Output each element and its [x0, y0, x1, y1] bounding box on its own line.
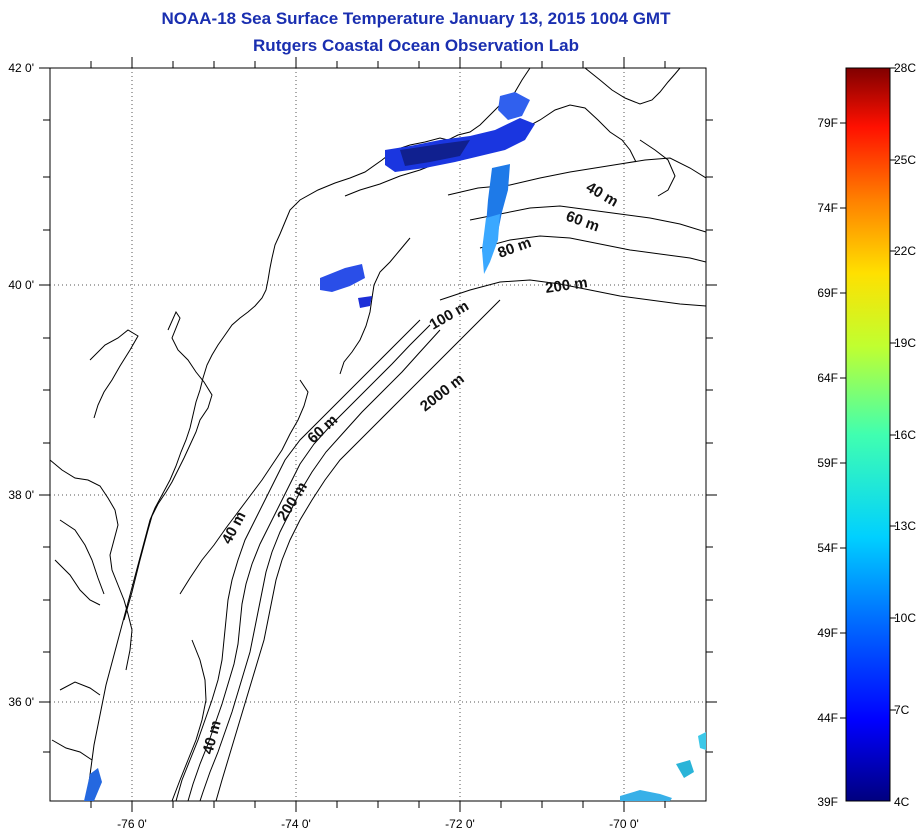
bathymetry-contours: [175, 157, 706, 801]
colorbar-f-label: 79F: [817, 116, 838, 130]
colorbar-f-label: 54F: [817, 541, 838, 555]
colorbar-f-label: 59F: [817, 456, 838, 470]
colorbar-f-label: 69F: [817, 286, 838, 300]
coastline-capecod: [584, 68, 681, 197]
lat-tick-label: 38 0': [8, 488, 34, 502]
coastline-bay-west: [50, 459, 133, 671]
lat-tick-label: 42 0': [8, 61, 34, 75]
lon-tick-label: -72 0': [445, 817, 475, 831]
colorbar-c-label: 7C: [894, 703, 910, 717]
colorbar-c-labels: 28C 25C 22C 19C 16C 13C 10C 7C 4C: [894, 61, 916, 809]
map-subtitle: Rutgers Coastal Ocean Observation Lab: [253, 36, 579, 55]
colorbar-c-label: 4C: [894, 795, 910, 809]
coastline-nj: [339, 237, 411, 375]
colorbar-f-label: 39F: [817, 795, 838, 809]
coastline-outerbanks: [171, 639, 207, 801]
sst-patch-gulfstream: [620, 790, 672, 801]
lat-tick-label: 36 0': [8, 695, 34, 709]
colorbar-c-label: 10C: [894, 611, 916, 625]
colorbar-ticks: [840, 67, 896, 719]
colorbar: [845, 67, 891, 802]
sst-patch-gs-edge: [698, 732, 706, 750]
lat-tick-label: 40 0': [8, 278, 34, 292]
sst-patches: [84, 92, 706, 801]
colorbar-c-label: 22C: [894, 244, 916, 258]
coastline-inlets: [51, 329, 139, 761]
lon-tick-labels: -76 0' -74 0' -72 0' -70 0': [117, 817, 639, 831]
colorbar-c-label: 28C: [894, 61, 916, 75]
colorbar-f-label: 74F: [817, 201, 838, 215]
sst-patch-ne: [498, 92, 530, 120]
sst-patch-lis-dark: [400, 140, 470, 166]
lon-tick-label: -76 0': [117, 817, 147, 831]
map-frame: [49, 67, 707, 802]
colorbar-c-label: 13C: [894, 519, 916, 533]
colorbar-f-label: 44F: [817, 711, 838, 725]
coastline-bay: [123, 310, 213, 621]
colorbar-c-label: 19C: [894, 336, 916, 350]
lat-tick-labels: 42 0' 40 0' 38 0' 36 0': [8, 61, 34, 709]
graticule: [50, 68, 706, 801]
colorbar-c-label: 16C: [894, 428, 916, 442]
sst-patch-gs-east: [676, 760, 694, 778]
colorbar-f-labels: 79F 74F 69F 64F 59F 54F 49F 44F 39F: [817, 116, 838, 809]
frame-ticks: [39, 57, 717, 812]
contour-label: 200 m: [544, 274, 588, 297]
colorbar-f-label: 49F: [817, 626, 838, 640]
lon-tick-label: -74 0': [281, 817, 311, 831]
coastline-mainland: [85, 68, 531, 801]
sst-patch-se: [84, 768, 102, 801]
colorbar-f-label: 64F: [817, 371, 838, 385]
coastline-delmarva: [179, 379, 309, 595]
sst-patch-bb: [358, 296, 372, 308]
map-title: NOAA-18 Sea Surface Temperature January …: [161, 9, 671, 28]
lon-tick-label: -70 0': [609, 817, 639, 831]
sst-patch-ray: [320, 264, 365, 292]
sst-patch-nyb-light: [482, 214, 500, 274]
colorbar-c-label: 25C: [894, 153, 916, 167]
